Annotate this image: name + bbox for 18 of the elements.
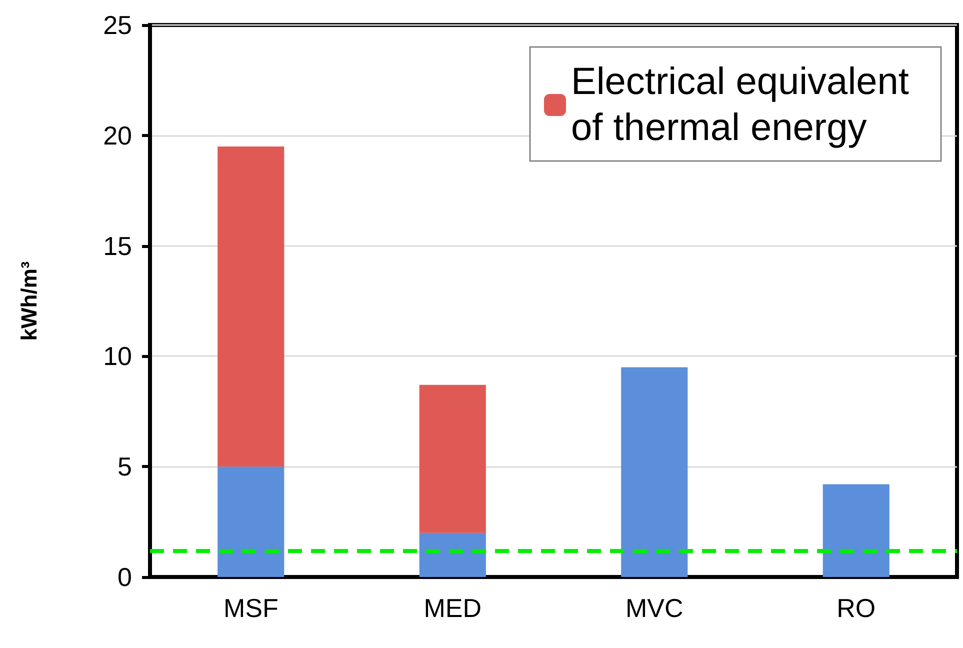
- y-tick-label: 20: [103, 120, 132, 150]
- y-tick-label: 5: [118, 452, 132, 482]
- y-tick-label: 15: [103, 230, 132, 261]
- bar: [419, 384, 486, 533]
- bar: [621, 367, 688, 577]
- bar: [218, 146, 284, 467]
- y-axis-title: kWh/m³: [16, 261, 42, 341]
- bar: [419, 532, 486, 577]
- x-tick-label: RO: [836, 593, 876, 623]
- legend-label: Electrical equivalent of thermal energy: [571, 61, 920, 149]
- y-tick-label: 0: [118, 562, 132, 592]
- bar: [822, 484, 890, 577]
- y-tick-label: 10: [103, 341, 132, 372]
- bar: [218, 466, 284, 577]
- x-tick-label: MVC: [625, 593, 684, 623]
- x-tick-label: MSF: [223, 593, 278, 623]
- x-tick-label: MED: [424, 593, 482, 623]
- y-tick-label: 25: [103, 10, 132, 40]
